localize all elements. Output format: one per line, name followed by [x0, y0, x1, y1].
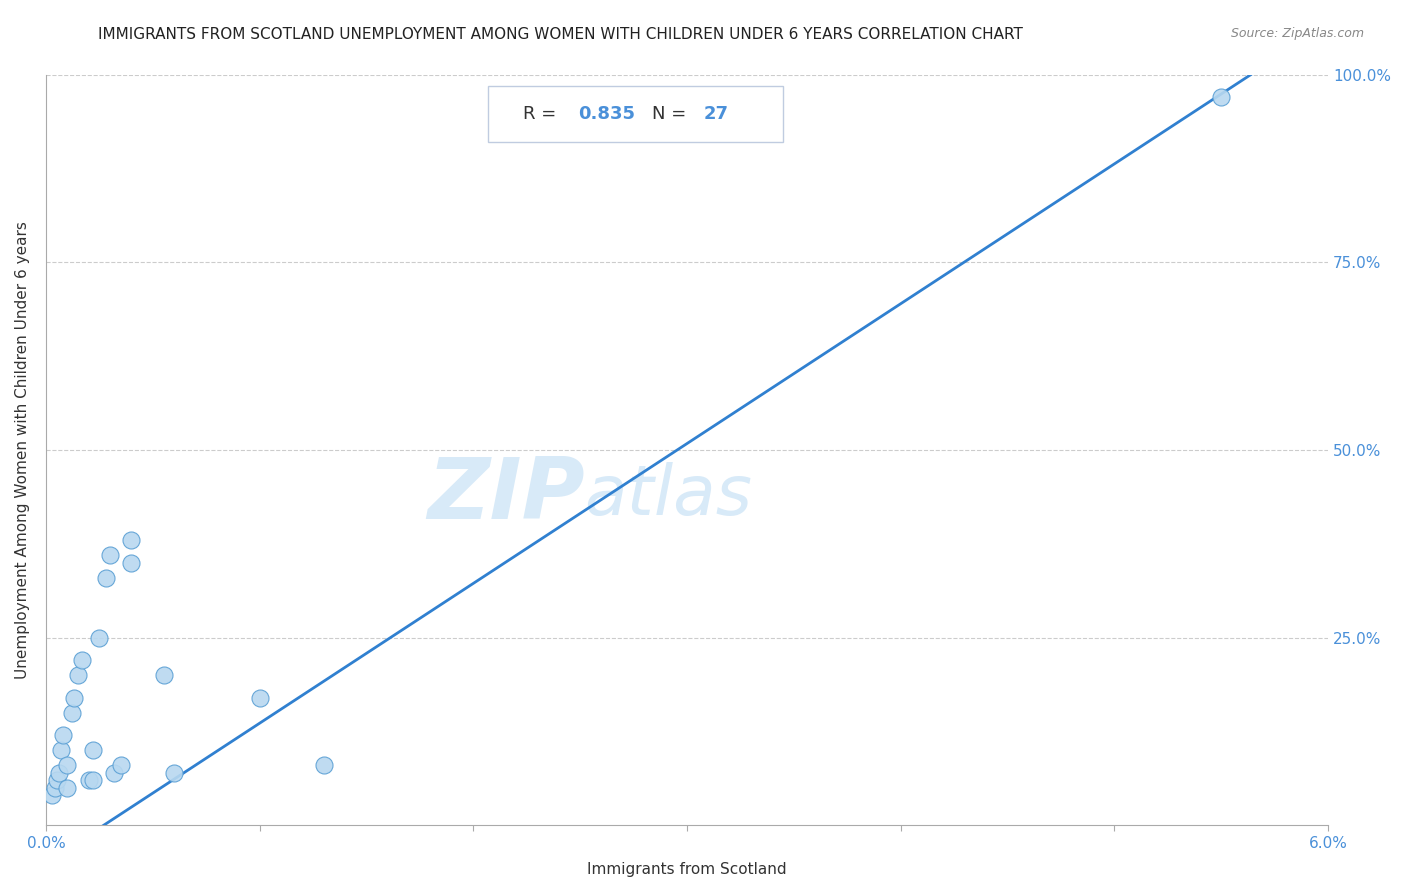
Point: [82, 743, 104, 757]
Text: N =: N =: [652, 105, 692, 123]
Point: [82, 773, 104, 788]
Point: [45, 773, 67, 788]
Point: [1211, 90, 1233, 104]
Point: [49, 743, 72, 757]
Point: [103, 765, 125, 780]
Point: [48, 765, 70, 780]
Point: [89, 631, 111, 645]
Point: [52, 728, 75, 742]
Point: [77, 773, 100, 788]
Point: [120, 556, 142, 570]
Point: [312, 758, 335, 772]
Point: [56, 758, 79, 772]
Point: [152, 668, 174, 682]
Point: [44, 780, 66, 795]
Point: [94, 571, 117, 585]
Text: 0.835: 0.835: [578, 105, 636, 123]
Point: [60, 706, 83, 720]
Text: Source: ZipAtlas.com: Source: ZipAtlas.com: [1230, 27, 1364, 40]
Point: [110, 758, 132, 772]
X-axis label: Immigrants from Scotland: Immigrants from Scotland: [588, 862, 787, 877]
Point: [62, 690, 84, 705]
Text: 27: 27: [704, 105, 728, 123]
Point: [41, 789, 63, 803]
Text: R =: R =: [523, 105, 562, 123]
Text: IMMIGRANTS FROM SCOTLAND UNEMPLOYMENT AMONG WOMEN WITH CHILDREN UNDER 6 YEARS CO: IMMIGRANTS FROM SCOTLAND UNEMPLOYMENT AM…: [98, 27, 1024, 42]
Y-axis label: Unemployment Among Women with Children Under 6 years: Unemployment Among Women with Children U…: [15, 221, 30, 679]
Point: [98, 548, 121, 562]
Point: [163, 765, 186, 780]
Text: ZIP: ZIP: [427, 453, 585, 537]
Point: [249, 690, 271, 705]
Point: [56, 780, 79, 795]
Point: [66, 668, 89, 682]
Point: [120, 533, 142, 548]
Text: atlas: atlas: [585, 461, 752, 529]
Point: [72, 653, 94, 667]
FancyBboxPatch shape: [488, 86, 783, 142]
